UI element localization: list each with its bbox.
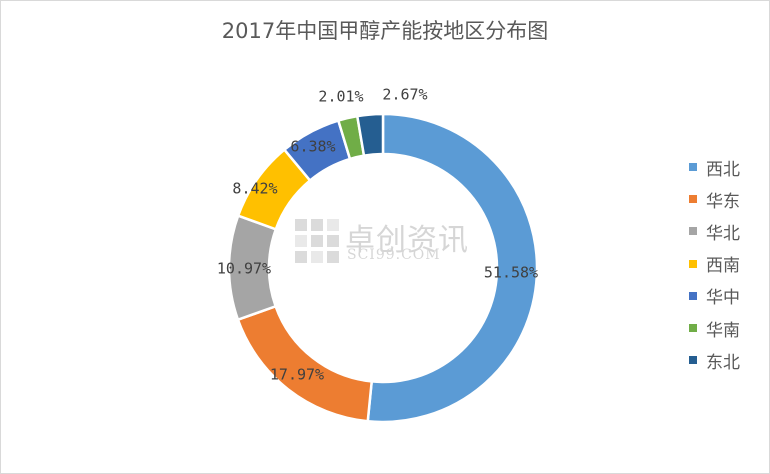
legend-swatch <box>689 227 697 236</box>
legend-label: 西北 <box>706 159 740 180</box>
legend-item: 华中 <box>689 280 740 312</box>
legend-swatch <box>689 259 697 268</box>
legend-swatch <box>689 356 697 365</box>
watermark-text-cn: 卓创资讯 <box>345 223 469 258</box>
data-label-1: 51.58% <box>484 264 538 282</box>
legend-swatch <box>689 324 697 333</box>
legend-label: 华南 <box>706 320 740 341</box>
data-label-6: 2.01% <box>318 88 363 106</box>
legend-swatch <box>689 195 697 204</box>
legend-swatch <box>689 291 697 300</box>
donut-slice-7 <box>355 112 385 158</box>
watermark-text-en: SCI99.COM <box>347 247 441 263</box>
data-label-3: 10.97% <box>217 260 271 278</box>
legend: 西北华东华北西南华中华南东北 <box>689 151 740 376</box>
legend-item: 华南 <box>689 312 740 344</box>
legend-item: 华北 <box>689 215 740 247</box>
legend-item: 西北 <box>689 151 740 183</box>
legend-item: 东北 <box>689 344 740 376</box>
legend-label: 华东 <box>706 191 740 212</box>
data-label-4: 8.42% <box>232 180 277 198</box>
data-label-7: 2.67% <box>382 86 427 104</box>
chart-title: 2017年中国甲醇产能按地区分布图 <box>221 19 549 43</box>
donut-slice-2 <box>236 304 374 423</box>
donut-slice-1 <box>366 112 539 424</box>
watermark-mosaic-icon <box>295 219 339 263</box>
legend-label: 华中 <box>706 288 740 309</box>
data-label-5: 6.38% <box>290 138 335 156</box>
data-label-2: 17.97% <box>270 366 324 384</box>
legend-item: 华东 <box>689 183 740 215</box>
legend-swatch <box>689 163 697 172</box>
legend-label: 华北 <box>706 223 740 244</box>
legend-item: 西南 <box>689 248 740 280</box>
legend-label: 西南 <box>706 256 740 277</box>
legend-label: 东北 <box>706 352 740 373</box>
watermark-logo: 卓创资讯 SCI99.COM <box>295 217 485 267</box>
